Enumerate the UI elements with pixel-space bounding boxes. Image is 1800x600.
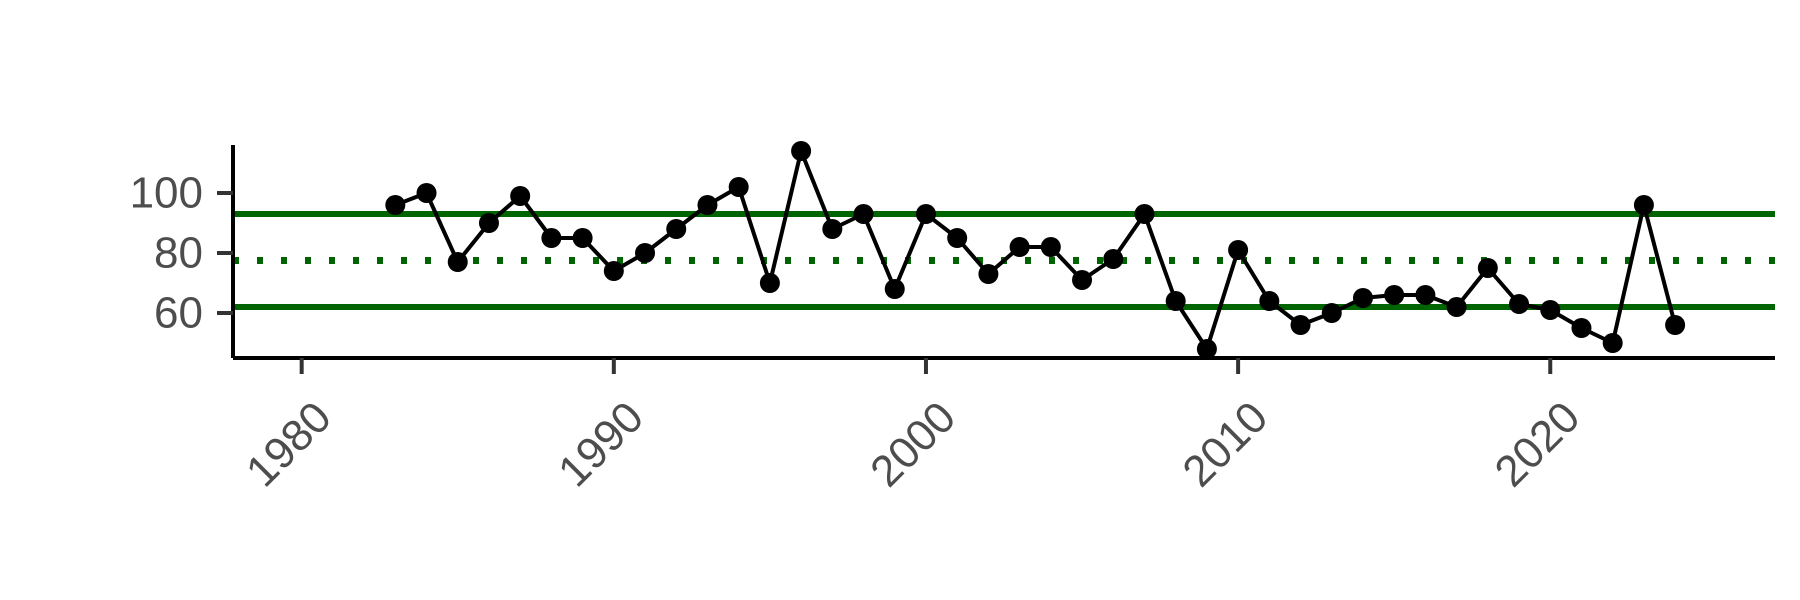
- data-point: [947, 228, 968, 248]
- data-point: [1228, 240, 1249, 260]
- data-point: [853, 204, 874, 224]
- x-tick-label: 1980: [237, 392, 341, 496]
- data-point: [541, 228, 562, 248]
- data-point: [1477, 258, 1498, 278]
- data-point: [666, 219, 687, 239]
- data-point: [1196, 339, 1217, 359]
- data-point: [385, 195, 406, 215]
- data-point: [978, 264, 999, 284]
- data-point: [1446, 297, 1467, 317]
- data-point: [416, 183, 437, 203]
- data-point: [884, 279, 905, 299]
- data-points: [385, 141, 1686, 359]
- data-point: [603, 261, 624, 281]
- y-tick-label: 60: [154, 289, 203, 338]
- data-point: [1509, 294, 1530, 314]
- data-point: [1072, 270, 1093, 290]
- data-point: [728, 177, 749, 197]
- data-point: [1384, 285, 1405, 305]
- data-point: [915, 204, 936, 224]
- data-point: [510, 186, 531, 206]
- data-point: [1103, 249, 1124, 269]
- data-point: [697, 195, 718, 215]
- data-point: [1134, 204, 1155, 224]
- data-point: [1571, 318, 1592, 338]
- data-point: [822, 219, 843, 239]
- x-tick-label: 2020: [1486, 392, 1590, 496]
- data-point: [635, 243, 656, 263]
- y-tick-label: 100: [130, 169, 203, 218]
- series-line: [394, 149, 1678, 351]
- data-point: [1259, 291, 1280, 311]
- data-point: [1633, 195, 1654, 215]
- y-tick-label: 80: [154, 229, 203, 278]
- x-tick-label: 2000: [861, 392, 965, 496]
- data-point: [1165, 291, 1186, 311]
- data-point: [1602, 333, 1623, 353]
- x-tick-label: 1990: [549, 392, 653, 496]
- series-line-group: [394, 149, 1678, 351]
- data-point: [1040, 237, 1061, 257]
- data-point: [572, 228, 593, 248]
- data-point: [478, 213, 499, 233]
- data-point: [1540, 300, 1561, 320]
- data-point: [1415, 285, 1436, 305]
- data-point: [1352, 288, 1373, 308]
- data-point: [759, 273, 780, 293]
- data-point: [791, 141, 812, 161]
- data-point: [1009, 237, 1030, 257]
- x-tick-label: 2010: [1173, 392, 1277, 496]
- data-point: [1290, 315, 1311, 335]
- data-point: [1321, 303, 1342, 323]
- data-point: [447, 252, 468, 272]
- data-point: [1665, 315, 1686, 335]
